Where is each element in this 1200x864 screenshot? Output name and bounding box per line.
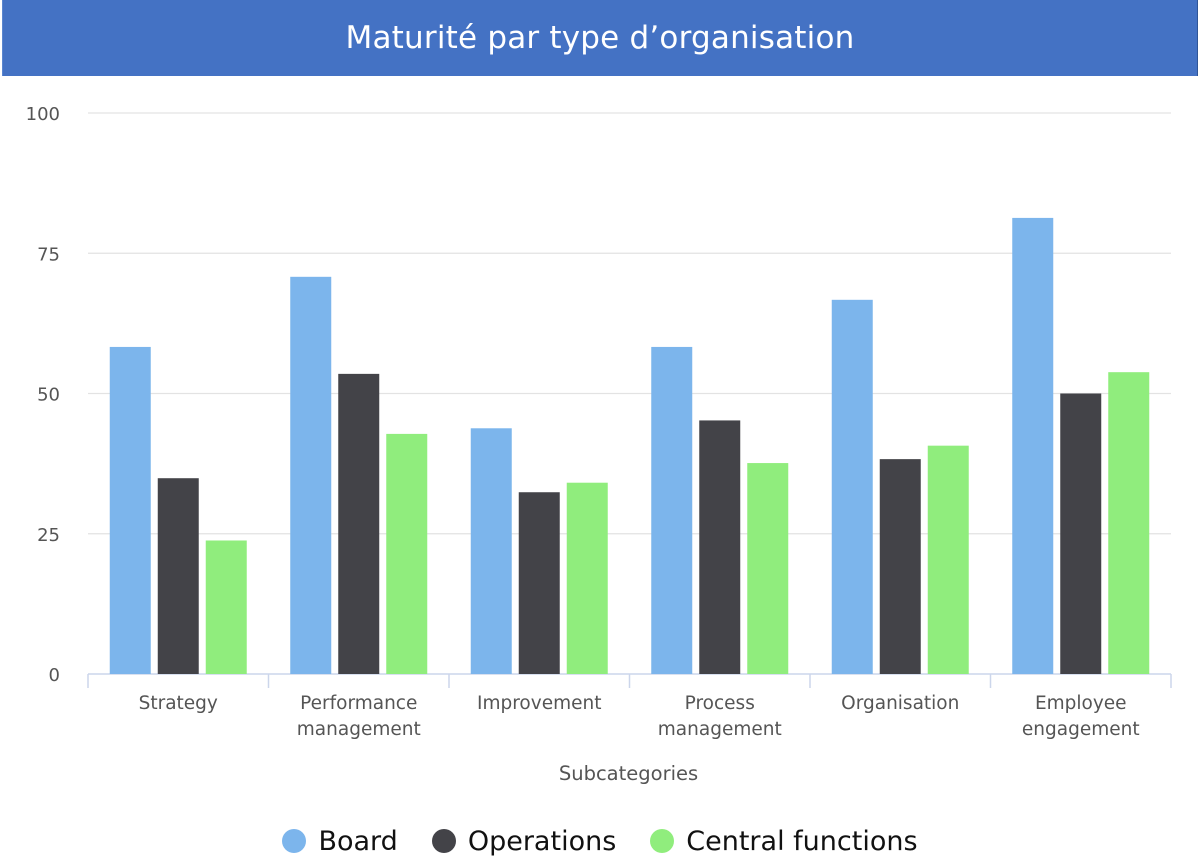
- bar: [518, 492, 560, 674]
- bar: [338, 373, 380, 674]
- x-axis-title: Subcategories: [559, 762, 698, 785]
- legend-label: Board: [318, 825, 398, 857]
- legend-marker: [431, 829, 456, 853]
- bar: [1108, 372, 1150, 674]
- x-tick-label: Improvement: [477, 693, 601, 714]
- bar: [470, 428, 512, 674]
- legend-label: Central functions: [686, 825, 918, 857]
- bar: [290, 276, 332, 674]
- chart-title: Maturité par type d’organisation: [345, 20, 855, 56]
- bar: [1060, 393, 1102, 674]
- legend-marker: [282, 829, 307, 853]
- legend-label: Operations: [467, 825, 617, 857]
- legend-item[interactable]: Board: [282, 825, 398, 857]
- y-tick-label: 75: [37, 244, 60, 265]
- chart-title-bar: Maturité par type d’organisation: [2, 0, 1198, 76]
- bar: [109, 346, 151, 674]
- bar: [699, 420, 741, 674]
- bar: [927, 445, 969, 674]
- x-tick-label: Employee engagement: [1022, 693, 1140, 740]
- bar: [879, 459, 921, 674]
- legend-marker: [650, 829, 675, 853]
- y-tick-label: 25: [37, 525, 60, 546]
- bar: [157, 478, 199, 674]
- legend-item[interactable]: Central functions: [650, 825, 918, 857]
- y-tick-label: 0: [49, 665, 60, 686]
- x-tick-label: Process management: [658, 693, 782, 740]
- bar: [747, 463, 789, 674]
- bar: [651, 346, 693, 674]
- bar: [386, 433, 428, 674]
- x-tick-label: Organisation: [841, 693, 959, 714]
- y-tick-label: 100: [26, 104, 60, 125]
- x-tick-label: Performance management: [297, 693, 421, 740]
- x-tick-label: Strategy: [139, 693, 218, 714]
- legend-item[interactable]: Operations: [431, 825, 617, 857]
- legend: Board Operations Central functions: [0, 818, 1200, 864]
- bar: [1012, 217, 1054, 675]
- bar: [205, 540, 247, 674]
- bar: [566, 482, 608, 674]
- y-tick-label: 50: [37, 385, 60, 406]
- bar: [831, 299, 873, 674]
